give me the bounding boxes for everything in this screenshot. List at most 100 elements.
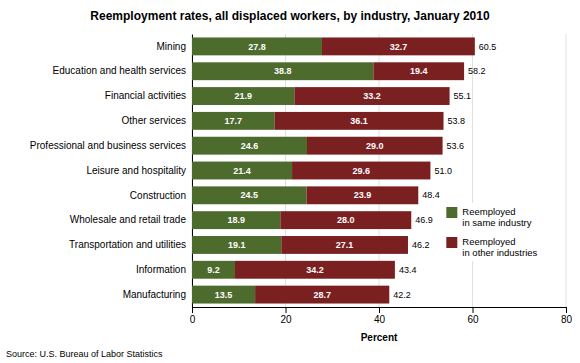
value-label: 19.4 bbox=[410, 66, 428, 76]
y-tick-label: Financial activities bbox=[105, 90, 186, 101]
bar-segment bbox=[307, 186, 419, 204]
bar-segment bbox=[373, 62, 464, 80]
bar-segment bbox=[294, 87, 449, 105]
value-label: 33.2 bbox=[363, 91, 381, 101]
x-tick: 80 bbox=[561, 307, 573, 325]
total-label: 48.4 bbox=[422, 190, 440, 200]
total-label: 43.4 bbox=[399, 265, 417, 275]
value-label: 38.8 bbox=[274, 66, 292, 76]
source-note: Source: U.S. Bureau of Labor Statistics bbox=[6, 349, 163, 359]
x-tick: 0 bbox=[190, 307, 196, 325]
y-tick-label: Professional and business services bbox=[30, 140, 186, 151]
y-tick-label: Education and health services bbox=[53, 65, 186, 76]
value-label: 28.0 bbox=[337, 215, 355, 225]
x-axis: 0 20 40 60 80 bbox=[190, 307, 573, 325]
value-label: 21.4 bbox=[233, 166, 251, 176]
y-tick-label: Manufacturing bbox=[123, 289, 186, 300]
value-label: 18.9 bbox=[227, 215, 245, 225]
bar-segment bbox=[192, 286, 255, 304]
bar-segment bbox=[192, 261, 235, 279]
legend-label: Reemployedin same industry bbox=[462, 206, 531, 228]
x-tick-label: 80 bbox=[561, 314, 573, 325]
y-tick: Financial activities bbox=[105, 90, 192, 101]
value-label: 13.5 bbox=[215, 290, 233, 300]
x-tick-label: 20 bbox=[280, 314, 292, 325]
x-tick-label: 0 bbox=[190, 314, 196, 325]
total-label: 42.2 bbox=[393, 290, 411, 300]
bar-segment bbox=[292, 162, 430, 180]
y-tick-label: Information bbox=[136, 264, 186, 275]
bar-segment bbox=[281, 236, 408, 254]
y-tick: Education and health services bbox=[53, 65, 192, 76]
y-tick: Manufacturing bbox=[123, 289, 192, 300]
y-tick: Wholesale and retail trade bbox=[70, 214, 192, 225]
legend: Reemployedin same industry Reemployedin o… bbox=[443, 203, 540, 261]
total-label: 46.2 bbox=[412, 240, 430, 250]
y-tick-label: Wholesale and retail trade bbox=[70, 214, 187, 225]
bar-segment bbox=[192, 236, 281, 254]
total-label: 58.2 bbox=[468, 66, 486, 76]
value-label: 24.6 bbox=[241, 141, 259, 151]
chart-svg: 0 20 40 60 80 Mining Education and health serv… bbox=[0, 0, 580, 363]
x-axis-title: Percent bbox=[361, 332, 398, 343]
y-tick: Transportation and utilities bbox=[69, 239, 192, 250]
bar-segment bbox=[192, 112, 275, 130]
y-tick-label: Other services bbox=[122, 115, 186, 126]
bar-segment bbox=[307, 137, 443, 155]
y-tick: Other services bbox=[122, 115, 192, 126]
bar-segment bbox=[192, 87, 294, 105]
y-tick: Information bbox=[136, 264, 192, 275]
x-tick-mark bbox=[192, 307, 193, 313]
bar-segment bbox=[192, 137, 307, 155]
x-tick-label: 60 bbox=[467, 314, 479, 325]
x-axis-line bbox=[193, 308, 567, 314]
x-tick-label: 40 bbox=[374, 314, 386, 325]
total-label: 60.5 bbox=[479, 42, 497, 52]
value-label: 28.7 bbox=[313, 290, 331, 300]
bar-segment bbox=[192, 62, 373, 80]
total-label: 55.1 bbox=[454, 91, 472, 101]
value-label: 19.1 bbox=[228, 240, 246, 250]
legend-swatch bbox=[446, 207, 457, 218]
value-label: 29.6 bbox=[352, 166, 370, 176]
legend-swatch bbox=[446, 237, 457, 248]
x-tick: 20 bbox=[280, 307, 292, 325]
total-label: 53.6 bbox=[447, 141, 465, 151]
value-label: 27.8 bbox=[248, 42, 266, 52]
x-tick: 40 bbox=[374, 307, 386, 325]
value-label: 36.1 bbox=[350, 116, 368, 126]
value-label: 34.2 bbox=[306, 265, 324, 275]
value-label: 27.1 bbox=[336, 240, 354, 250]
chart-container: 0 20 40 60 80 Mining Education and health serv… bbox=[0, 0, 580, 363]
x-tick-mark bbox=[473, 307, 474, 313]
value-label: 32.7 bbox=[390, 42, 408, 52]
x-tick-mark bbox=[566, 307, 567, 313]
value-label: 9.2 bbox=[207, 265, 220, 275]
y-tick-label: Construction bbox=[130, 190, 186, 201]
bar-segment bbox=[192, 162, 292, 180]
total-label: 46.9 bbox=[415, 215, 433, 225]
grid bbox=[192, 34, 566, 307]
value-label: 21.9 bbox=[234, 91, 252, 101]
legend-label: Reemployedin other industries bbox=[462, 236, 537, 258]
x-tick-mark bbox=[379, 307, 380, 313]
legend-background bbox=[443, 203, 540, 261]
grid-line bbox=[566, 34, 567, 307]
bar-segment bbox=[192, 211, 280, 229]
value-label: 23.9 bbox=[354, 190, 372, 200]
y-tick-label: Transportation and utilities bbox=[69, 239, 186, 250]
bar-segment bbox=[192, 186, 307, 204]
value-label: 24.5 bbox=[241, 190, 259, 200]
title: Reemployment rates, all displaced worker… bbox=[90, 9, 490, 23]
bar-segment bbox=[192, 37, 322, 55]
y-tick-label: Mining bbox=[157, 41, 186, 52]
value-label: 29.0 bbox=[366, 141, 384, 151]
y-tick: Construction bbox=[130, 190, 192, 201]
total-label: 51.0 bbox=[434, 166, 452, 176]
bar-segment bbox=[275, 112, 444, 130]
y-tick: Professional and business services bbox=[30, 140, 192, 151]
plot-area: 0 20 40 60 80 Mining Education and health serv… bbox=[30, 34, 573, 325]
bar-segment bbox=[322, 37, 475, 55]
y-axis: Mining Education and health services Finan… bbox=[30, 35, 193, 308]
value-label: 17.7 bbox=[225, 116, 243, 126]
